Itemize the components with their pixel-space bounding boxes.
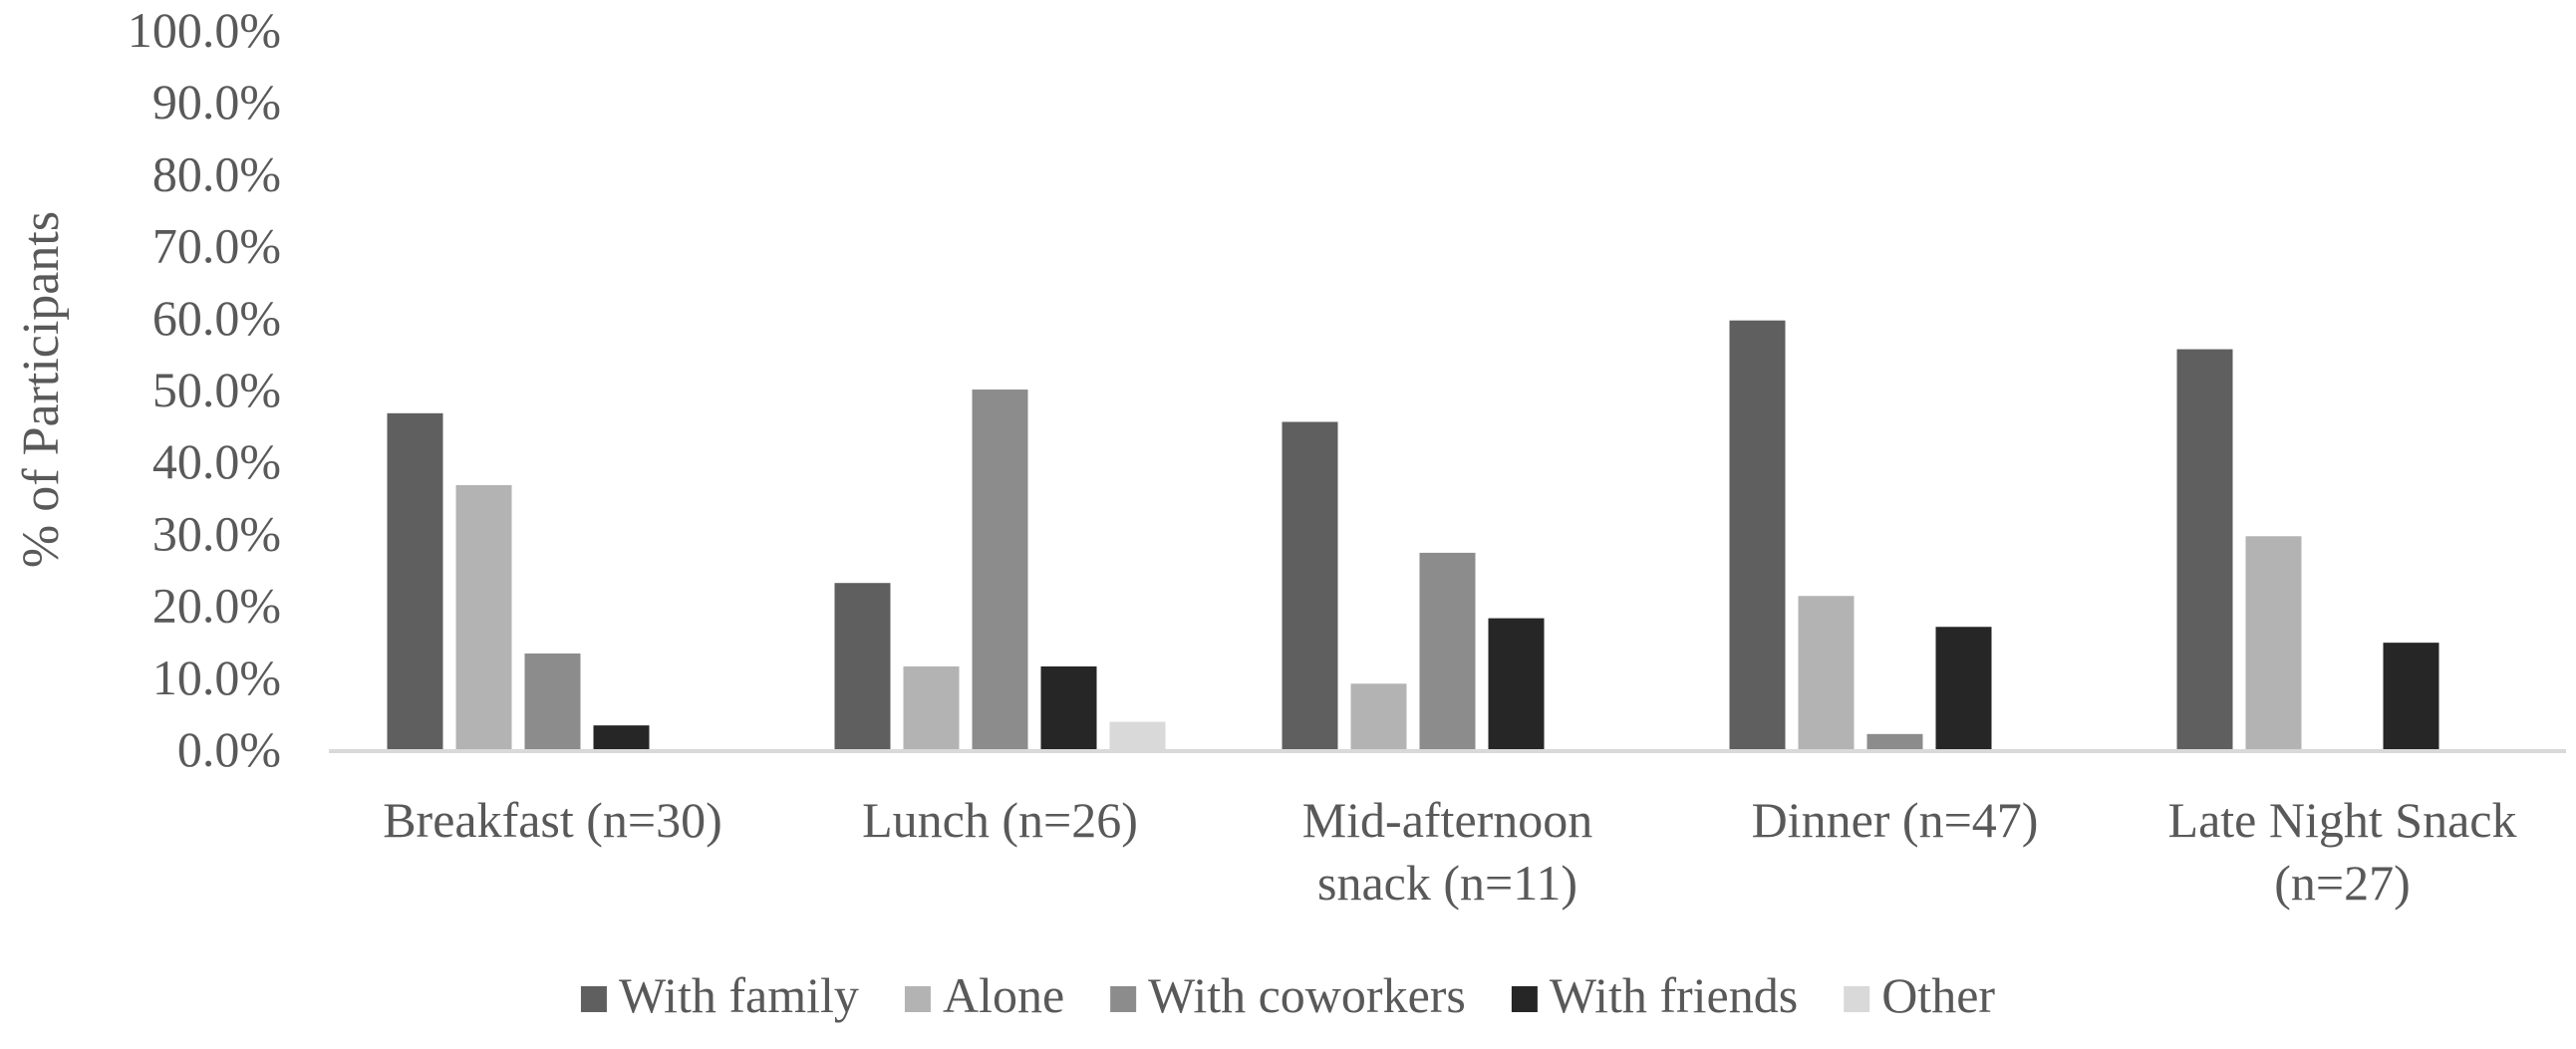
y-tick-label: 30.0% [152,505,281,561]
category-label: snack (n=11) [1317,855,1577,911]
category-label: Breakfast (n=30) [383,792,722,848]
bar-with-coworkers [1866,733,1923,749]
bar-with-friends [1935,627,1992,749]
bar-with-friends [593,725,650,749]
bar-with-family [834,583,891,749]
bar-with-friends [1488,618,1545,749]
y-tick-label: 0.0% [177,721,281,777]
legend-label: With friends [1550,967,1798,1023]
category-label: Lunch (n=26) [862,792,1138,848]
category-label: Mid-afternoon [1302,792,1593,848]
category-label: Dinner (n=47) [1752,792,2039,848]
bar-with-coworkers [972,390,1028,749]
y-tick-label: 100.0% [128,2,281,58]
legend-swatch [904,986,931,1012]
bar-alone [1350,683,1407,749]
y-tick-label: 70.0% [152,218,281,274]
bar-alone [2245,536,2302,749]
legend-label: Alone [943,967,1064,1023]
y-tick-label: 10.0% [152,650,281,705]
category-label: (n=27) [2274,855,2411,911]
y-tick-label: 60.0% [152,290,281,346]
y-axis-title: % of Participants [13,211,70,568]
bar-alone [903,665,960,749]
category-label: Late Night Snack [2168,792,2517,848]
y-tick-label: 90.0% [152,74,281,130]
y-tick-label: 20.0% [152,578,281,634]
bar-with-family [1282,421,1338,749]
bar-with-coworkers [524,653,581,749]
bar-alone [455,485,512,749]
bar-with-family [387,412,443,749]
bar-other [1109,721,1166,749]
y-tick-label: 40.0% [152,433,281,489]
legend-swatch [1844,986,1870,1012]
bar-with-friends [1040,665,1097,749]
legend-swatch [1511,986,1538,1012]
legend-swatch [580,986,607,1012]
bar-with-friends [2383,643,2439,749]
bar-alone [1798,596,1855,749]
y-tick-label: 80.0% [152,145,281,201]
bar-with-family [1729,320,1786,749]
legend-swatch [1110,986,1137,1012]
bar-with-coworkers [1419,552,1476,749]
y-tick-label: 50.0% [152,362,281,417]
legend-label: With family [619,967,859,1023]
legend-label: With coworkers [1148,967,1466,1023]
bar-with-family [2176,349,2233,749]
legend-label: Other [1881,967,1995,1023]
